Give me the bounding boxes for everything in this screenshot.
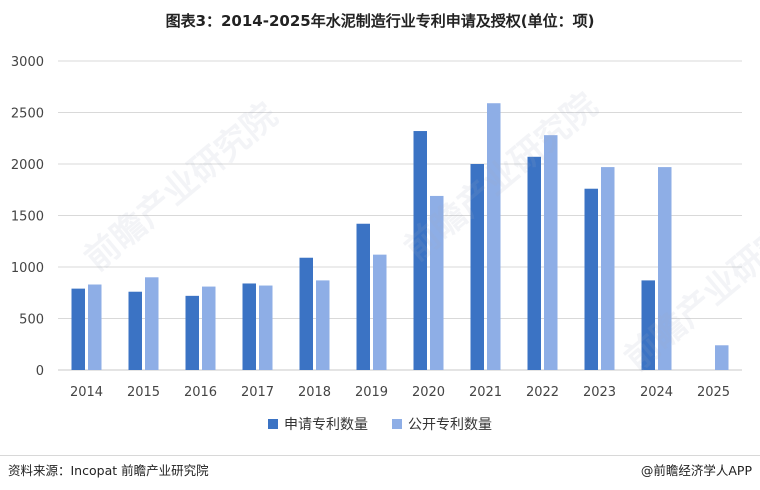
x-tick-label: 2024: [640, 385, 673, 400]
bar-publication-2016: [202, 286, 216, 370]
bar-publication-2024: [658, 167, 672, 370]
x-tick-label: 2020: [412, 385, 445, 400]
bars: [71, 103, 729, 370]
y-axis-ticks: 0 500 1000 1500 2000 2500 3000: [11, 55, 44, 379]
legend-label-series2: 公开专利数量: [408, 417, 492, 433]
x-tick-label: 2025: [697, 385, 730, 400]
bar-publication-2019: [373, 254, 387, 370]
bar-publication-2018: [316, 280, 330, 370]
bar-publication-2022: [544, 135, 558, 370]
x-tick-label: 2021: [469, 385, 502, 400]
bar-application-2015: [128, 291, 142, 370]
bar-application-2014: [71, 288, 85, 370]
x-tick-label: 2022: [526, 385, 559, 400]
bar-application-2017: [242, 283, 256, 370]
y-tick-label: 2500: [11, 107, 44, 122]
bar-application-2022: [527, 156, 541, 370]
legend-item-series2: 公开专利数量: [392, 414, 492, 434]
y-tick-label: 2000: [11, 158, 44, 173]
y-tick-label: 1500: [11, 210, 44, 225]
legend-swatch-series2: [392, 419, 402, 429]
bar-publication-2015: [145, 277, 159, 370]
x-tick-label: 2015: [127, 385, 160, 400]
bar-application-2024: [641, 280, 655, 370]
bar-application-2021: [470, 164, 484, 370]
footer-divider: [0, 455, 760, 456]
bar-publication-2021: [487, 103, 501, 370]
bar-application-2019: [356, 223, 370, 370]
bar-application-2023: [584, 188, 598, 370]
credit-text: @前瞻经济学人APP: [640, 463, 752, 478]
y-tick-label: 1000: [11, 261, 44, 276]
y-tick-label: 500: [19, 313, 44, 328]
x-tick-label: 2018: [298, 385, 331, 400]
y-tick-label: 3000: [11, 55, 44, 70]
chart-legend: 申请专利数量 公开专利数量: [0, 414, 760, 434]
x-tick-label: 2014: [70, 385, 103, 400]
x-tick-label: 2019: [355, 385, 388, 400]
bar-application-2020: [413, 131, 427, 370]
bar-publication-2017: [259, 285, 273, 370]
source-text: 资料来源：Incopat 前瞻产业研究院: [8, 463, 209, 478]
x-tick-label: 2017: [241, 385, 274, 400]
x-tick-label: 2023: [583, 385, 616, 400]
legend-label-series1: 申请专利数量: [284, 417, 368, 433]
legend-item-series1: 申请专利数量: [268, 414, 368, 434]
chart-title: 图表3：2014-2025年水泥制造行业专利申请及授权(单位：项): [165, 12, 595, 30]
bar-publication-2023: [601, 167, 615, 370]
x-tick-label: 2016: [184, 385, 217, 400]
gridlines: [58, 60, 742, 371]
bar-application-2018: [299, 257, 313, 370]
bar-publication-2020: [430, 195, 444, 370]
bar-publication-2014: [88, 284, 102, 370]
legend-swatch-series1: [268, 419, 278, 429]
x-axis-ticks: 2014 2015 2016 2017 2018 2019 2020 2021 2022 2023…: [70, 385, 730, 400]
bar-publication-2025: [715, 345, 729, 370]
bar-application-2016: [185, 295, 199, 370]
y-tick-label: 0: [36, 364, 44, 379]
